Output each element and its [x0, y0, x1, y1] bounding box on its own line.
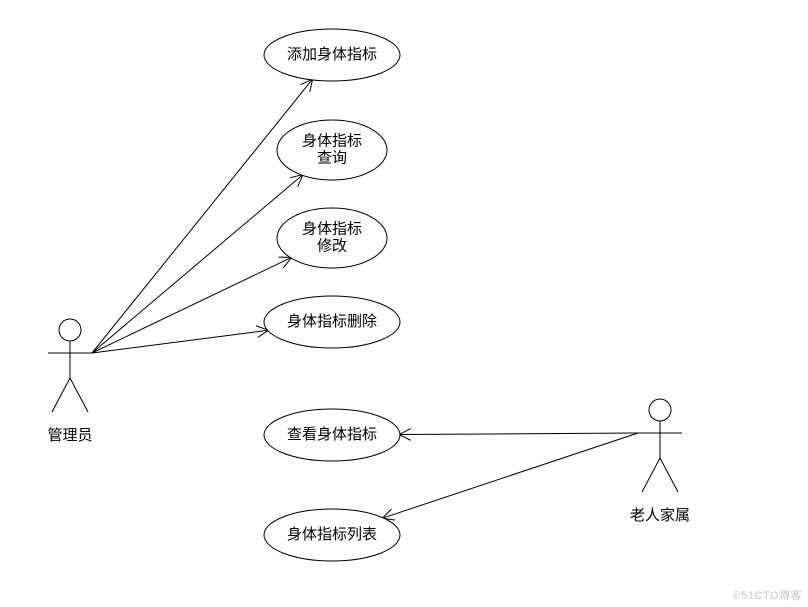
- actor-family: 老人家属: [630, 399, 690, 524]
- usecase-uc6: 身体指标列表: [264, 509, 400, 561]
- usecase-uc5: 查看身体指标: [264, 409, 400, 461]
- usecase-label: 查询: [317, 149, 347, 166]
- usecase-uc2: 身体指标查询: [277, 120, 387, 180]
- usecase-label: 身体指标: [302, 220, 362, 237]
- edge-family-uc5: [400, 433, 638, 435]
- usecase-label: 身体指标: [302, 132, 362, 149]
- edge-family-uc6: [383, 433, 638, 518]
- usecase-uc4: 身体指标删除: [264, 296, 400, 348]
- actor-admin: 管理员: [47, 319, 92, 444]
- edge-admin-uc3: [92, 258, 291, 353]
- usecase-label: 添加身体指标: [287, 46, 377, 63]
- usecase-label: 修改: [317, 237, 347, 254]
- usecase-diagram: 添加身体指标身体指标查询身体指标修改身体指标删除查看身体指标身体指标列表管理员老…: [0, 0, 808, 607]
- usecase-label: 查看身体指标: [287, 426, 377, 443]
- edge-admin-uc4: [92, 330, 268, 353]
- usecases-layer: 添加身体指标身体指标查询身体指标修改身体指标删除查看身体指标身体指标列表: [264, 29, 400, 561]
- usecase-uc1: 添加身体指标: [264, 29, 400, 81]
- actor-label-admin: 管理员: [47, 427, 92, 444]
- usecase-label: 身体指标列表: [287, 526, 377, 543]
- usecase-label: 身体指标删除: [287, 313, 377, 330]
- actor-label-family: 老人家属: [630, 507, 690, 524]
- watermark-text: ©51CTO博客: [733, 587, 802, 603]
- usecase-uc3: 身体指标修改: [277, 208, 387, 268]
